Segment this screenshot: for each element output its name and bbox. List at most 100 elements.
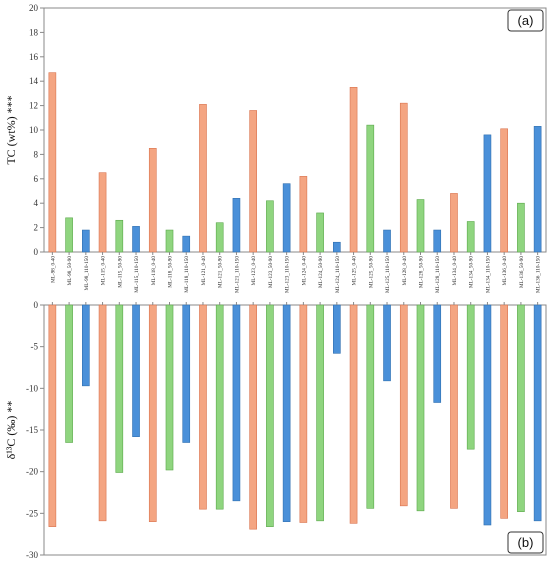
- panel-b-bar: [333, 304, 341, 354]
- panel-b-bar: [98, 304, 107, 522]
- panel-b-bar: [500, 304, 508, 519]
- panel-b-bar: [82, 304, 90, 387]
- x-category-label: ML-123_0-40: [251, 256, 257, 286]
- panel-b-bar: [383, 304, 391, 382]
- panel-b-bar: [399, 304, 408, 507]
- panel-a-y-tick-label: 2: [34, 223, 39, 233]
- panel-a-bar: [65, 217, 73, 253]
- x-category-label: ML-118_110-150: [184, 256, 190, 293]
- panel-b-bar: [533, 304, 542, 522]
- x-category-label: ML-128_110-150: [435, 256, 441, 293]
- panel-a-bar: [466, 221, 475, 253]
- panel-a-bar: [399, 102, 408, 253]
- panel-a-bar: [416, 199, 425, 253]
- x-category-label: ML-124_0-40: [301, 256, 307, 286]
- panel-a-bar: [349, 87, 358, 253]
- x-category-label: ML-121_0-40: [201, 256, 207, 286]
- panel-b-bar: [316, 304, 324, 522]
- panel-a-y-tick-label: 12: [29, 101, 38, 111]
- x-category-label: ML-121_50-90: [218, 256, 224, 288]
- panel-b-y-tick-label: -15: [26, 425, 38, 435]
- x-category-label: ML-136_0-40: [502, 256, 508, 286]
- panel-a-bar: [333, 241, 341, 253]
- x-category-label: ML-118_0-40: [151, 256, 157, 286]
- panel-a-tag: (a): [518, 13, 534, 28]
- x-category-label: ML-136_50-90: [519, 256, 525, 288]
- panel-a-bar: [249, 110, 257, 253]
- panel-b-bar: [349, 304, 358, 524]
- x-category-label: ML-123_110-150: [285, 256, 291, 293]
- panel-b-bar: [48, 304, 57, 527]
- panel-b-bar: [215, 304, 224, 510]
- panel-a-bar: [232, 198, 241, 253]
- panel-a-bar: [383, 229, 391, 253]
- panel-a-bar: [316, 212, 324, 253]
- panel-b-d13c-chart: -30 -25 -20 -15 -10 -5 0 δ¹³C (‰) ** (b): [4, 300, 547, 560]
- panel-a-bar: [182, 235, 191, 253]
- panel-a-y-tick-label: 4: [34, 198, 39, 208]
- panel-b-bar: [165, 304, 174, 471]
- panel-b-bar: [282, 304, 291, 522]
- panel-b-y-axis-title: δ¹³C (‰) **: [4, 401, 18, 460]
- panel-a-bar: [132, 226, 140, 253]
- x-category-label: ML-134_110-150: [485, 256, 491, 293]
- panel-a-bar: [366, 124, 375, 253]
- panel-b-bar: [199, 304, 207, 510]
- panel-a-y-axis-title: TC (wt%) ***: [4, 95, 18, 164]
- panel-b-bar: [483, 304, 492, 526]
- panel-b-y-tick-label: -25: [26, 508, 38, 518]
- x-category-label: ML-115_0-40: [101, 256, 107, 286]
- x-category-label: ML-118_50-90: [168, 256, 174, 288]
- panel-b-bar: [433, 304, 442, 403]
- panel-a-y-tick-label: 8: [34, 149, 39, 159]
- panel-a-frame: [43, 7, 547, 253]
- panel-b-bar: [266, 304, 274, 527]
- x-category-label: ML-124_110-150: [335, 256, 341, 293]
- panel-a-bar: [450, 193, 458, 253]
- panel-a-bar: [282, 183, 291, 253]
- panel-a-bar: [215, 222, 224, 253]
- panel-a-bar: [82, 229, 90, 253]
- panel-b-tag: (b): [518, 535, 534, 550]
- x-category-label: ML-115_110-150: [134, 256, 140, 293]
- panel-a-y-tick-label: 20: [29, 3, 39, 13]
- panel-a-y-tick-label: 16: [29, 52, 39, 62]
- x-category-label: ML-125_50-90: [368, 256, 374, 288]
- panel-b-bar: [366, 304, 375, 509]
- panel-a-bar: [165, 229, 174, 253]
- panel-a-tag-box: [507, 9, 544, 32]
- panel-b-bar: [232, 304, 241, 502]
- panel-a-y-tick-label: 14: [29, 76, 39, 86]
- x-category-label: ML-98_0-40: [50, 256, 56, 283]
- x-category-label: ML-98_50-90: [67, 256, 73, 286]
- x-category-label: ML-121_110-150: [234, 256, 240, 293]
- x-category-label: ML-136_110-150: [536, 256, 542, 293]
- x-category-label: ML-98_110-150: [84, 256, 90, 291]
- panel-b-y-tick-label: -20: [26, 467, 38, 477]
- panel-a-bar: [299, 176, 308, 253]
- panel-a-y-tick-label: 18: [29, 27, 39, 37]
- panel-a-bar: [433, 229, 442, 253]
- panel-a-bar: [199, 104, 207, 253]
- x-category-label: ML-125_0-40: [352, 256, 358, 286]
- x-category-label: ML-134_50-90: [469, 256, 475, 288]
- x-category-label: ML-128_0-40: [402, 256, 408, 286]
- panel-b-y-tick-label: -30: [26, 550, 38, 560]
- panel-a-bar: [115, 219, 124, 253]
- panel-a-y-tick-label: 6: [34, 174, 39, 184]
- x-category-label: ML-115_50-90: [117, 256, 123, 288]
- panel-a-y-tick-label: 0: [34, 247, 39, 257]
- panel-a-tc-chart: 0 2 4 6 8 10 12 14 16 18 20 TC (wt%) *** (a) ML-98_0-…: [4, 3, 547, 293]
- panel-b-bar: [466, 304, 475, 450]
- x-category-label: ML-128_50-90: [419, 256, 425, 288]
- panel-b-bar: [517, 304, 525, 512]
- panel-b-bar: [132, 304, 140, 437]
- panel-a-bar: [517, 202, 525, 253]
- x-category-label: ML-125_110-150: [385, 256, 391, 293]
- panel-a-bar: [533, 126, 542, 253]
- panel-a-bar: [266, 200, 274, 253]
- panel-a-bar: [98, 172, 107, 253]
- panel-a-bar: [500, 128, 508, 253]
- panel-b-bar: [299, 304, 308, 523]
